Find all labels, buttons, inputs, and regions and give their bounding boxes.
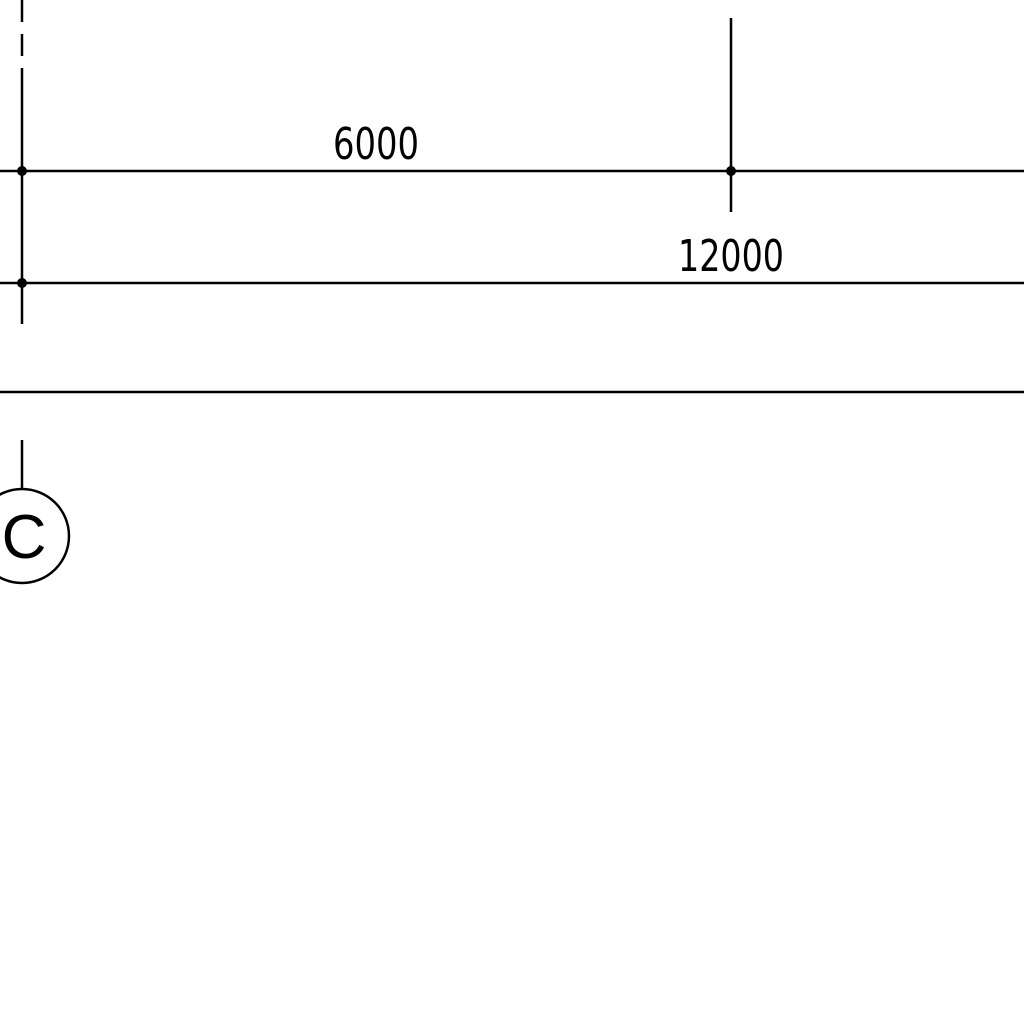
- dimension-text-12000: 12000: [678, 231, 784, 282]
- dimension-dot-6000-start: [17, 166, 27, 176]
- dimension-dot-6000-end: [726, 166, 736, 176]
- dimension-text-6000: 6000: [333, 119, 419, 170]
- dimension-dot-12000-start: [17, 278, 27, 288]
- grid-bubble-label: C: [2, 503, 47, 572]
- grid-bubble-circle: [0, 487, 71, 585]
